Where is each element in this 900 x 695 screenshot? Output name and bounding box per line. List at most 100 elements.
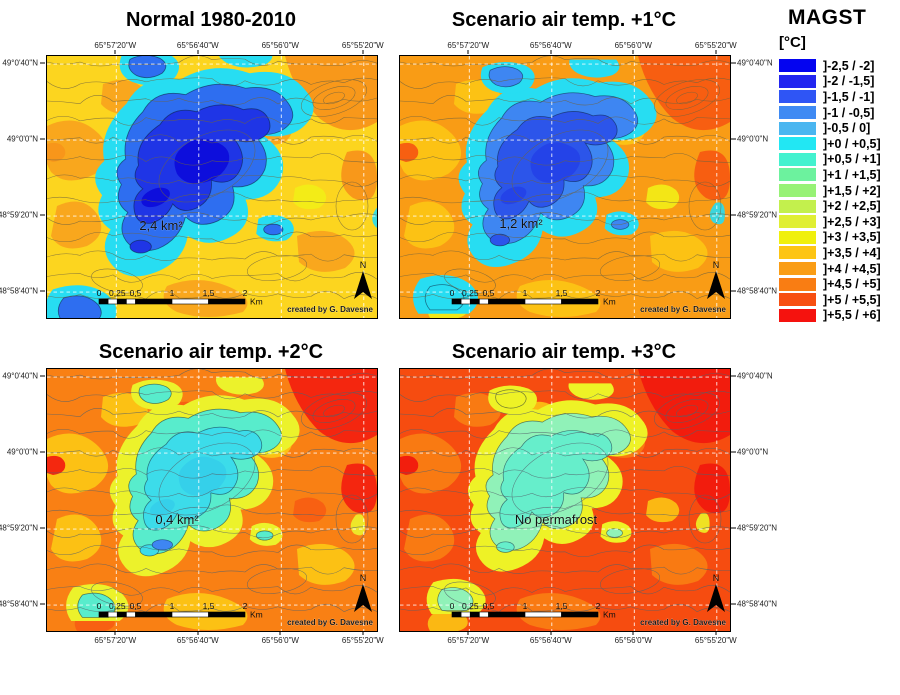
north-arrow-icon: N (707, 260, 725, 299)
svg-text:0,25: 0,25 (109, 288, 126, 298)
axis-tick (362, 50, 364, 54)
legend-item-label: ]-2 / -1,5] (823, 74, 875, 89)
legend-item: ]+4,5 / +5] (779, 276, 899, 292)
lon-axis-label: 65°55'20"W (694, 41, 737, 50)
panel-title-plus1: Scenario air temp. +1°C (451, 9, 677, 31)
lat-axis-label: 49°0'40"N (737, 371, 773, 381)
axis-tick (197, 50, 199, 54)
legend-unit: [°C] (779, 34, 806, 51)
legend-item: ]+5,5 / +6] (779, 308, 899, 324)
legend-item: ]-1 / -0,5] (779, 105, 899, 121)
svg-text:N: N (713, 573, 720, 583)
map-credit: created by G. Davesne (640, 305, 726, 314)
axis-tick (731, 290, 736, 292)
legend-swatch (779, 168, 816, 182)
legend-item: ]-0,5 / 0] (779, 120, 899, 136)
lat-axis-label: 49°0'0"N (737, 134, 769, 144)
svg-text:1: 1 (170, 288, 175, 298)
legend-swatch (779, 59, 816, 73)
lon-axis-label: 65°57'20"W (447, 636, 490, 645)
lat-axis-label: 49°0'40"N (2, 58, 38, 68)
legend-item-label: ]-1,5 / -1] (823, 89, 875, 104)
map-credit: created by G. Davesne (287, 618, 373, 627)
lon-axis-label: 65°55'20"W (341, 41, 384, 50)
contour-lines (47, 369, 377, 613)
svg-text:0,25: 0,25 (462, 288, 479, 298)
svg-text:0,5: 0,5 (130, 288, 142, 298)
legend-items: ]-2,5 / -2]]-2 / -1,5]]-1,5 / -1]]-1 / -… (779, 58, 899, 323)
axis-tick (632, 50, 634, 54)
svg-text:Km: Km (250, 297, 263, 307)
legend-item: ]+0 / +0,5] (779, 136, 899, 152)
lon-axis-label: 65°57'20"W (94, 41, 137, 50)
svg-text:0,25: 0,25 (109, 601, 126, 611)
axis-tick (715, 631, 717, 635)
north-arrow-icon: N (354, 260, 372, 299)
lon-axis-label: 65°56'0"W (261, 636, 299, 645)
legend-item-label: ]+2 / +2,5] (823, 199, 881, 214)
legend-item-label: ]+1,5 / +2] (823, 183, 881, 198)
svg-text:2: 2 (596, 601, 601, 611)
axis-tick (40, 527, 45, 529)
axis-tick (731, 138, 736, 140)
legend-swatch (779, 74, 816, 88)
area-annotation: 2,4 km² (139, 218, 183, 233)
scale-bar: 0 0,25 0,5 1 1,5 2Km (450, 288, 616, 307)
lat-axis-label: 48°58'40"N (737, 286, 778, 296)
lat-axis-label: 48°59'20"N (0, 523, 38, 533)
legend-swatch (779, 106, 816, 120)
axis-tick (40, 214, 45, 216)
svg-text:1,5: 1,5 (556, 601, 568, 611)
svg-text:N: N (360, 573, 367, 583)
lat-axis-label: 49°0'40"N (2, 371, 38, 381)
map-credit: created by G. Davesne (287, 305, 373, 314)
area-annotation: 0,4 km² (155, 512, 199, 527)
axis-tick (467, 50, 469, 54)
legend-swatch (779, 199, 816, 213)
legend-item: ]+5 / +5,5] (779, 292, 899, 308)
svg-text:2: 2 (243, 288, 248, 298)
lon-axis-label: 65°56'0"W (614, 636, 652, 645)
legend-swatch (779, 246, 816, 260)
svg-text:1,5: 1,5 (203, 288, 215, 298)
lat-axis-label: 48°58'40"N (0, 286, 38, 296)
svg-text:1: 1 (523, 601, 528, 611)
legend-swatch (779, 230, 816, 244)
svg-text:0,5: 0,5 (483, 601, 495, 611)
lat-axis-label: 49°0'0"N (6, 134, 38, 144)
legend-swatch (779, 121, 816, 135)
legend-item-label: ]-0,5 / 0] (823, 121, 871, 136)
contour-lines (47, 56, 377, 300)
lake (151, 539, 173, 551)
north-arrow-icon: N (707, 573, 725, 612)
svg-text:0: 0 (450, 288, 455, 298)
axis-tick (279, 50, 281, 54)
graticule (400, 56, 730, 318)
lat-axis-label: 48°58'40"N (737, 599, 778, 609)
map-panel-plus2: Scenario air temp. +2°C 0,4 km² 0 0,25 0,5 1… (0, 341, 384, 645)
legend-swatch (779, 262, 816, 276)
lon-axis-label: 65°56'40"W (529, 41, 572, 50)
axis-tick (279, 631, 281, 635)
lon-axis-label: 65°55'20"W (341, 636, 384, 645)
lon-axis-label: 65°55'20"W (694, 636, 737, 645)
legend-item-label: ]+3,5 / +4] (823, 245, 881, 260)
lon-axis-label: 65°56'0"W (614, 41, 652, 50)
legend-swatch (779, 137, 816, 151)
svg-text:N: N (713, 260, 720, 270)
legend-item: ]+1 / +1,5] (779, 167, 899, 183)
axis-tick (40, 375, 45, 377)
svg-text:1,5: 1,5 (556, 288, 568, 298)
svg-text:0,5: 0,5 (483, 288, 495, 298)
lon-axis-label: 65°56'40"W (176, 41, 219, 50)
svg-text:N: N (360, 260, 367, 270)
axis-tick (197, 631, 199, 635)
graticule (47, 56, 377, 318)
